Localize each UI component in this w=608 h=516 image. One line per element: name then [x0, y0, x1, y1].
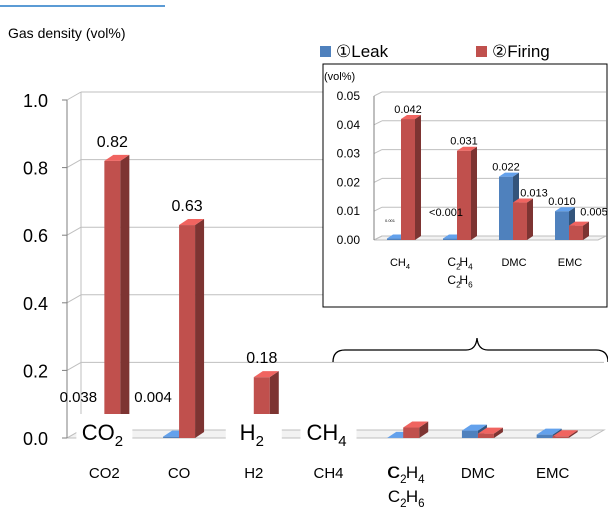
inset-xtick-label: CH4 [390, 257, 410, 271]
main-ytick-label: 0.4 [23, 294, 48, 314]
main-data-label: 0.004 [134, 389, 172, 406]
main-grid-diag [66, 226, 82, 236]
inset-bars [387, 115, 589, 240]
formula-label-bg [225, 414, 282, 444]
formula-label: H2 [240, 420, 264, 450]
inset-data-label: 0.022 [492, 162, 520, 174]
main-ytick-label: 0.8 [23, 159, 48, 179]
main-data-label: 0.18 [246, 350, 277, 367]
main-ytick-label: 0.2 [23, 361, 48, 381]
inset-xtick-label: EMC [558, 257, 583, 269]
inset-ytick-label: 0.03 [337, 147, 361, 161]
inset-unit-label: (vol%) [324, 71, 355, 83]
inset-grid-diag [373, 177, 383, 183]
inset-data-label: 0.031 [450, 136, 478, 148]
inset-ytick-label: 0.02 [337, 175, 361, 189]
inset-xtick-c2h4-a: C2 [447, 255, 461, 271]
formula-label: CO2 [82, 420, 123, 450]
formula-label: CH4 [306, 420, 346, 450]
main-xtick-c2h6-a: C2 [388, 487, 407, 510]
main-xtick-label: EMC [536, 465, 570, 482]
inset-ytick-label: 0.05 [337, 89, 361, 103]
main-bars [88, 154, 578, 438]
main-xtick-c2h4-a: C2 [388, 463, 407, 486]
legend-swatch-firing [476, 46, 487, 57]
main-xtick-label: H2 [244, 465, 263, 482]
legend-label-leak: ①Leak [336, 42, 389, 61]
main-grid-diag [66, 159, 82, 169]
inset-data-label: 0.005 [580, 207, 608, 219]
inset-brace [332, 337, 608, 363]
inset-grid-diag [373, 235, 383, 241]
inset-data-label: 0.042 [394, 104, 422, 116]
inset-grid-diag [373, 149, 383, 155]
inset-ytick-label: 0.00 [337, 233, 361, 247]
inset-data-label: 0.013 [520, 188, 548, 200]
inset-bar-firing-3 [569, 221, 589, 240]
main-xtick-label: DMC [461, 465, 495, 482]
main-xtick-label: CO2 [89, 465, 120, 482]
main-xtick-c2h6-b: H6 [406, 487, 425, 510]
main-grid-diag [66, 361, 82, 371]
main-grid-diag [66, 294, 82, 304]
main-data-label: 0.82 [97, 134, 128, 151]
formula-label-bg [300, 414, 357, 444]
main-bar-firing-1 [179, 219, 205, 438]
main-data-label: 0.038 [60, 389, 98, 406]
inset-grid-diag [373, 91, 383, 97]
inset-chart: (vol%) 0.000.010.020.030.040.05 CH4 C2H4C… [322, 63, 608, 308]
inset-xtick-c2h4-b: H4 [459, 255, 473, 271]
main-xtick-label: CH4 [313, 465, 343, 482]
main-bar-firing-6 [552, 430, 578, 438]
formula-label-bg [76, 414, 133, 444]
main-bar-firing-4 [403, 421, 429, 438]
inset-xtick-c2h6-b: H6 [459, 273, 473, 289]
main-data-label: 0.63 [172, 198, 203, 215]
main-ytick-label: 1.0 [23, 91, 48, 111]
main-ytick-label: 0.0 [23, 429, 48, 449]
inset-data-label: 0.010 [548, 196, 576, 208]
chart-title: Gas density (vol%) [8, 25, 125, 41]
main-grid-diag [66, 91, 82, 101]
inset-xtick-c2h6-a: C2 [447, 273, 461, 289]
main-xtick-label: C [387, 463, 399, 482]
inset-data-label: <0.001 [429, 207, 463, 219]
inset-ytick-label: 0.01 [337, 204, 361, 218]
main-xtick-c2h4-b: H4 [406, 463, 425, 486]
legend-swatch-leak [320, 46, 331, 57]
main-bar-firing-0 [104, 154, 130, 438]
inset-grid-diag [373, 206, 383, 212]
inset-ytick-label: 0.04 [337, 118, 361, 132]
main-ytick-label: 0.6 [23, 226, 48, 246]
inset-xtick-label: DMC [501, 257, 526, 269]
main-xtick-label: CO [168, 465, 191, 482]
inset-grid-diag [373, 120, 383, 126]
inset-data-label: 0.001 [385, 218, 396, 223]
inset-bar-firing-2 [513, 198, 533, 240]
inset-bar-firing-1 [457, 146, 477, 240]
legend-label-firing: ②Firing [492, 42, 550, 61]
inset-bar-firing-0 [401, 115, 421, 240]
main-bar-firing-5 [477, 427, 503, 438]
